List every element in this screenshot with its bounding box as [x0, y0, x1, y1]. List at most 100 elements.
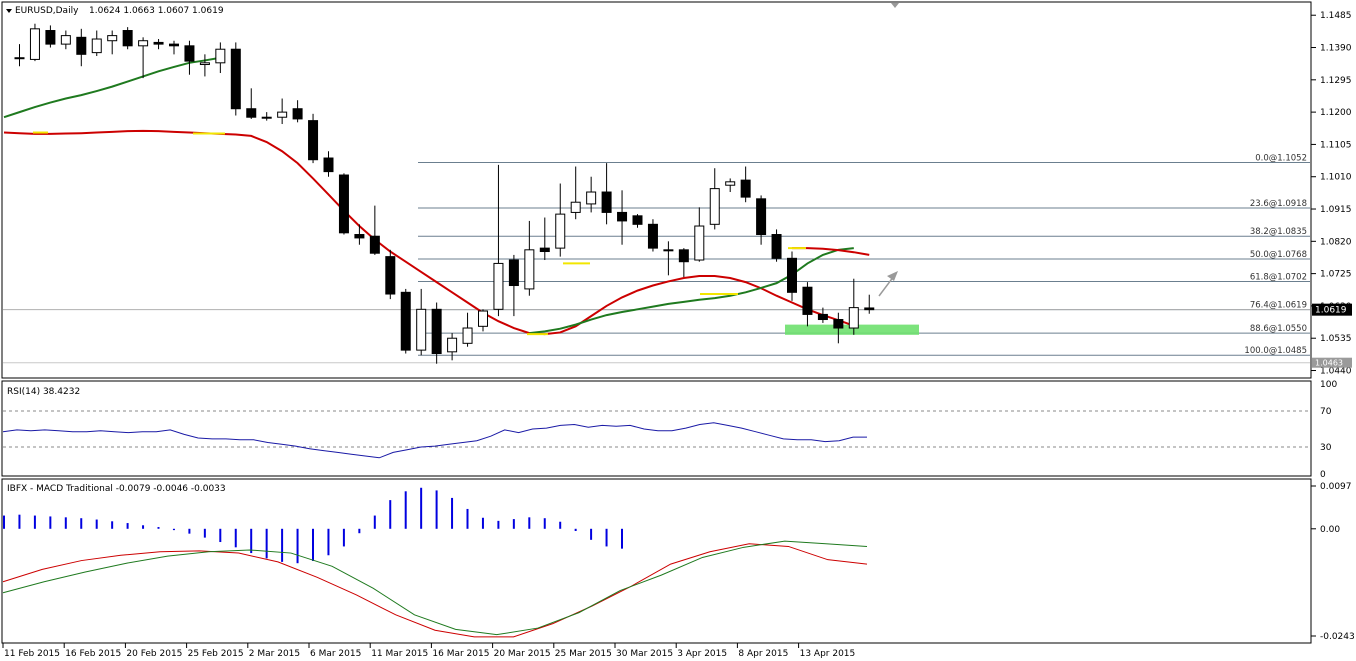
candle-bullish: [91, 38, 102, 54]
support-zone-rect: [785, 324, 919, 335]
rsi-panel-frame[interactable]: [1, 380, 1312, 477]
price-tick-label: 1.1295: [1320, 76, 1352, 86]
candle-bearish: [400, 291, 411, 351]
price-tick-label: 1.1485: [1320, 11, 1352, 21]
price-tick-label: 1.0820: [1320, 237, 1352, 247]
macd-main-line: [2, 543, 868, 638]
candle-bearish: [864, 307, 875, 311]
fib-level-label: 61.8@1.0702: [1250, 272, 1307, 282]
fib-level-label: 50.0@1.0768: [1250, 250, 1307, 260]
price-axis: 1.1485 1.1390 1.1295 1.1200 1.1105 1.1010 1.09…: [1311, 11, 1352, 377]
time-tick-label: 3 Apr 2015: [677, 649, 727, 659]
candle-bearish: [153, 41, 164, 45]
shift-marker-icon[interactable]: [891, 3, 899, 8]
price-tick-label: 1.1390: [1320, 44, 1352, 54]
time-tick-label: 20 Feb 2015: [126, 649, 182, 659]
price-tick-label: 1.0725: [1320, 270, 1352, 280]
candle-bearish: [369, 235, 380, 254]
candle-bearish: [169, 43, 179, 47]
candle-bearish: [76, 36, 87, 55]
rsi-tick-label: 70: [1320, 407, 1332, 417]
candle-bullish: [60, 35, 71, 45]
candle-bearish: [632, 215, 643, 225]
low-price-label: 1.0463: [1315, 359, 1343, 368]
price-tick-label: 1.1200: [1320, 108, 1352, 118]
time-tick-label: 11 Mar 2015: [371, 649, 428, 659]
ohlc-header: 1.0624 1.0663 1.0607 1.0619: [89, 6, 224, 16]
price-tick-label: 1.0915: [1320, 205, 1352, 215]
candle-bearish: [817, 313, 828, 321]
time-tick-label: 6 Mar 2015: [310, 649, 361, 659]
time-tick-label: 11 Feb 2015: [4, 649, 60, 659]
rsi-title: RSI(14) 38.4232: [7, 387, 80, 397]
support-zone-layer: [785, 324, 919, 335]
candle-bullish: [663, 249, 674, 252]
candle-bullish: [215, 48, 226, 64]
fib-level-label: 100.0@1.0485: [1244, 346, 1307, 356]
macd-title: IBFX - MACD Traditional -0.0079 -0.0046 …: [7, 484, 226, 494]
candle-bullish: [29, 28, 40, 60]
macd-tick-label: 0.0097: [1320, 482, 1352, 492]
time-tick-label: 16 Mar 2015: [432, 649, 489, 659]
candle-bullish: [14, 57, 25, 60]
moving-average-line: [529, 247, 854, 335]
fib-level-label: 0.0@1.1052: [1255, 153, 1307, 163]
candle-bearish: [771, 234, 782, 259]
candle-bearish: [431, 308, 442, 355]
time-tick-label: 25 Mar 2015: [555, 649, 612, 659]
macd-tick-label: -0.0243: [1320, 632, 1355, 642]
candle-bearish: [601, 191, 612, 213]
candle-bearish: [308, 120, 319, 161]
candle-bullish: [848, 307, 859, 329]
candle-bearish: [802, 286, 813, 315]
time-axis: 11 Feb 2015 16 Feb 2015 20 Feb 2015 25 Feb …: [2, 643, 856, 659]
candle-bearish: [539, 247, 550, 253]
candle-bearish: [246, 108, 257, 118]
current-price-label: 1.0619: [1315, 306, 1347, 316]
projection-arrow[interactable]: [878, 271, 898, 297]
candle-bullish: [570, 201, 581, 213]
candle-bearish: [756, 198, 767, 236]
price-tick-label: 1.1105: [1320, 140, 1352, 150]
candle-bearish: [323, 157, 334, 173]
price-panel-frame[interactable]: [1, 1, 1312, 379]
macd-panel-frame[interactable]: [1, 478, 1312, 644]
candle-bullish: [447, 337, 458, 353]
macd-tick-label: 0.00: [1320, 525, 1340, 535]
fib-level-label: 23.6@1.0918: [1250, 199, 1307, 209]
candle-bullish: [138, 40, 149, 47]
time-tick-label: 13 Apr 2015: [800, 649, 856, 659]
time-tick-label: 30 Mar 2015: [616, 649, 673, 659]
candle-bullish: [462, 327, 473, 344]
fib-level-label: 76.4@1.0619: [1250, 301, 1307, 311]
time-tick-label: 16 Feb 2015: [65, 649, 121, 659]
candle-bearish: [833, 319, 844, 329]
candle-bullish: [555, 213, 566, 249]
rsi-tick-label: 0: [1320, 470, 1326, 480]
low-price-box: [1312, 357, 1352, 368]
candle-bearish: [292, 108, 303, 120]
candle-bullish: [493, 262, 504, 310]
price-tick-label: 1.1010: [1320, 173, 1352, 183]
time-tick-label: 8 Apr 2015: [738, 649, 788, 659]
macd-signal-line: [2, 540, 868, 636]
time-tick-label: 25 Feb 2015: [188, 649, 244, 659]
candle-bearish: [184, 45, 195, 62]
candle-bearish: [230, 48, 241, 110]
current-price-box: [1312, 303, 1352, 316]
macd-layer: 0.0097 0.00 -0.0243: [2, 482, 1355, 642]
moving-average-layer: [3, 56, 870, 336]
fib-level-label: 38.2@1.0835: [1250, 227, 1307, 237]
moving-average-line: [3, 56, 221, 119]
candle-bullish: [586, 191, 597, 205]
fib-level-label: 88.6@1.0550: [1250, 324, 1307, 334]
moving-average-line: [3, 129, 855, 336]
candle-bullish: [725, 181, 736, 186]
rsi-layer: 100 70 30 0: [2, 380, 1337, 480]
candle-bearish: [122, 30, 133, 47]
candles-layer: [14, 23, 875, 364]
dropdown-triangle-icon[interactable]: [6, 9, 12, 13]
candle-bullish: [709, 188, 720, 225]
candle-bearish: [45, 30, 56, 45]
